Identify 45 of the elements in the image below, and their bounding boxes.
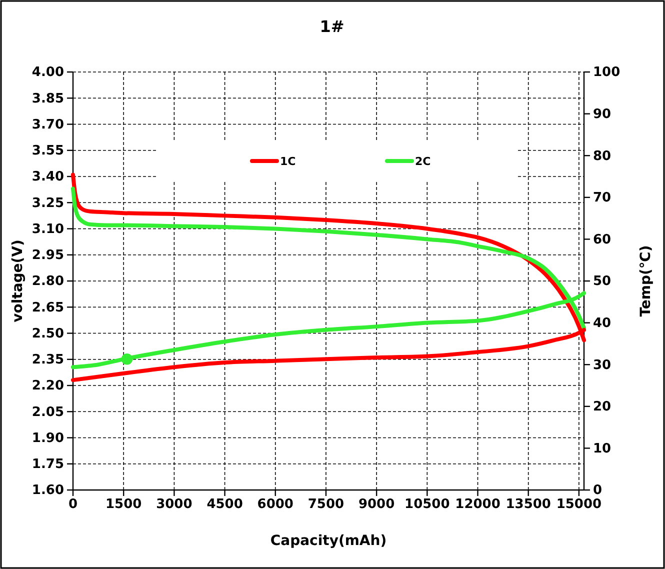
- y-tick-label: 1.75: [32, 457, 64, 472]
- y-tick-label: 2.20: [32, 378, 64, 394]
- y2-tick-label: 40: [593, 316, 612, 331]
- y2-tick-label: 20: [593, 400, 612, 415]
- x-tick-label: 13500: [506, 497, 551, 512]
- x-tick-label: 15000: [556, 497, 602, 512]
- y2-tick-label: 100: [593, 65, 620, 80]
- y-tick-label: 2.65: [32, 300, 64, 316]
- y-axis-title: voltage(V): [10, 240, 26, 322]
- x-tick-label: 7500: [308, 497, 344, 512]
- y-tick-label: 2.80: [32, 274, 64, 290]
- legend-label: 1C: [280, 155, 296, 168]
- y-tick-label: 1.60: [32, 483, 64, 498]
- x-tick-label: 6000: [257, 497, 294, 512]
- y2-tick-label: 10: [593, 441, 612, 456]
- y-tick-label: 2.35: [32, 352, 64, 368]
- x-tick-label: 9000: [358, 497, 395, 512]
- x-tick-label: 4500: [206, 497, 243, 512]
- y-tick-label: 1.90: [32, 430, 64, 446]
- x-axis-title: Capacity(mAh): [270, 533, 387, 549]
- y-tick-label: 3.85: [32, 91, 64, 106]
- x-tick-label: 3000: [156, 497, 192, 512]
- y2-tick-label: 80: [593, 148, 612, 164]
- y-tick-label: 3.40: [32, 170, 64, 185]
- y-tick-label: 3.70: [32, 117, 64, 132]
- y-tick-label: 3.25: [32, 196, 64, 211]
- y-tick-label: 4.00: [32, 65, 64, 80]
- y2-tick-label: 60: [593, 232, 612, 248]
- y-tick-label: 2.50: [32, 326, 64, 342]
- y2-tick-label: 50: [593, 274, 612, 290]
- y2-tick-label: 70: [593, 190, 612, 206]
- y-tick-label: 3.55: [32, 144, 64, 159]
- chart-title: 1#: [320, 17, 344, 36]
- y2-tick-label: 0: [593, 483, 602, 498]
- y2-tick-label: 30: [593, 358, 612, 373]
- x-tick-label: 12000: [455, 497, 500, 512]
- x-tick-label: 10500: [404, 497, 450, 512]
- y-tick-label: 3.10: [32, 222, 64, 237]
- x-tick-label: 1500: [106, 497, 142, 512]
- y-tick-label: 2.05: [32, 404, 64, 420]
- x-tick-label: 0: [68, 497, 78, 512]
- legend-label: 2C: [415, 155, 431, 168]
- y-tick-label: 2.95: [32, 248, 64, 264]
- y2-tick-label: 90: [593, 106, 612, 122]
- y2-axis-title: Temp(℃): [638, 245, 654, 317]
